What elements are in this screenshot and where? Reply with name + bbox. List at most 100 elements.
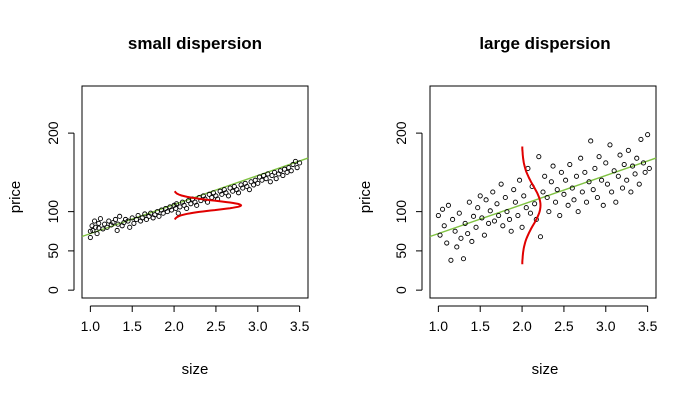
data-point [117,213,123,219]
data-point [148,210,154,216]
data-point [244,183,250,190]
data-point [185,198,191,204]
data-point [90,227,96,234]
data-point [125,218,131,224]
plot-frame [429,85,657,299]
data-point [583,199,590,205]
data-point [542,173,548,179]
data-point [102,221,108,227]
data-point [636,181,642,187]
x-tick-label: 1.0 [429,318,449,334]
data-point [604,181,611,187]
data-point [527,210,533,216]
data-point [546,209,552,215]
data-point [246,187,252,193]
data-point [504,209,510,215]
data-point [154,209,160,215]
data-point [142,211,148,217]
data-point [466,199,472,205]
data-point [586,179,592,185]
data-point [100,226,106,232]
data-point [532,201,538,207]
data-point [630,163,636,169]
data-point [609,189,615,195]
data-point [502,194,508,201]
data-point [174,201,180,207]
panel-small-dispersion: small dispersion size price 1.0 1.5 2.0 2.5… [7,34,310,378]
data-point [271,169,278,175]
data-point [269,172,275,179]
data-point [615,173,621,179]
data-point [114,227,120,234]
data-point [448,257,454,263]
data-point [458,235,464,241]
data-point [454,244,460,250]
data-point [632,171,638,177]
data-point [638,136,644,142]
data-point [634,155,640,161]
data-point [563,177,569,183]
plot-frame [81,85,309,299]
data-point [550,163,556,169]
data-point [613,199,619,205]
x-tick-label: 3.0 [596,318,616,334]
data-point [619,185,626,191]
density-curve [521,146,542,265]
data-point [569,185,575,191]
data-point [131,220,137,226]
density-curve [173,190,243,221]
data-point [603,160,609,166]
data-point [235,190,242,196]
data-point [231,183,237,190]
data-point [209,194,215,201]
data-point [469,238,475,245]
data-point [537,234,544,240]
data-point [512,199,518,205]
data-point [261,172,267,179]
data-point [498,181,504,187]
data-point [456,210,462,216]
data-point [445,202,451,208]
data-point [259,177,265,183]
data-point [173,205,179,212]
data-point [94,231,100,237]
data-point [481,232,487,238]
data-point [156,213,162,219]
data-point [441,223,447,229]
data-point [607,142,613,148]
data-point [225,193,232,199]
x-tick-label: 2.0 [164,318,184,334]
data-point [206,191,212,197]
data-point [444,240,450,246]
x-axis-label: size [532,361,559,378]
chart-title: small dispersion [128,34,262,53]
data-point [517,177,523,183]
data-point [263,176,269,182]
data-point [521,193,527,199]
data-point [115,221,121,227]
x-tick-label: 2.0 [512,318,532,334]
data-point [227,185,233,191]
data-point [508,228,514,234]
data-point [490,189,496,195]
data-point [554,187,560,193]
data-point [487,208,493,214]
data-point [169,207,175,213]
data-point [544,194,550,201]
data-point [519,224,525,230]
data-point [611,168,617,174]
x-axis-label: size [182,361,209,378]
data-point [297,160,303,166]
data-point [558,169,564,175]
data-point [127,224,133,230]
data-point [600,202,606,208]
marks: 1.0 1.5 2.0 2.5 3.0 3.5 0 50 100 200 [393,121,658,334]
data-point [110,220,116,226]
data-point [265,171,271,177]
data-point [511,187,517,193]
data-point [92,218,98,224]
y-tick-label: 200 [45,121,61,145]
data-point [255,180,261,186]
data-point [164,209,170,215]
data-point [479,215,485,221]
